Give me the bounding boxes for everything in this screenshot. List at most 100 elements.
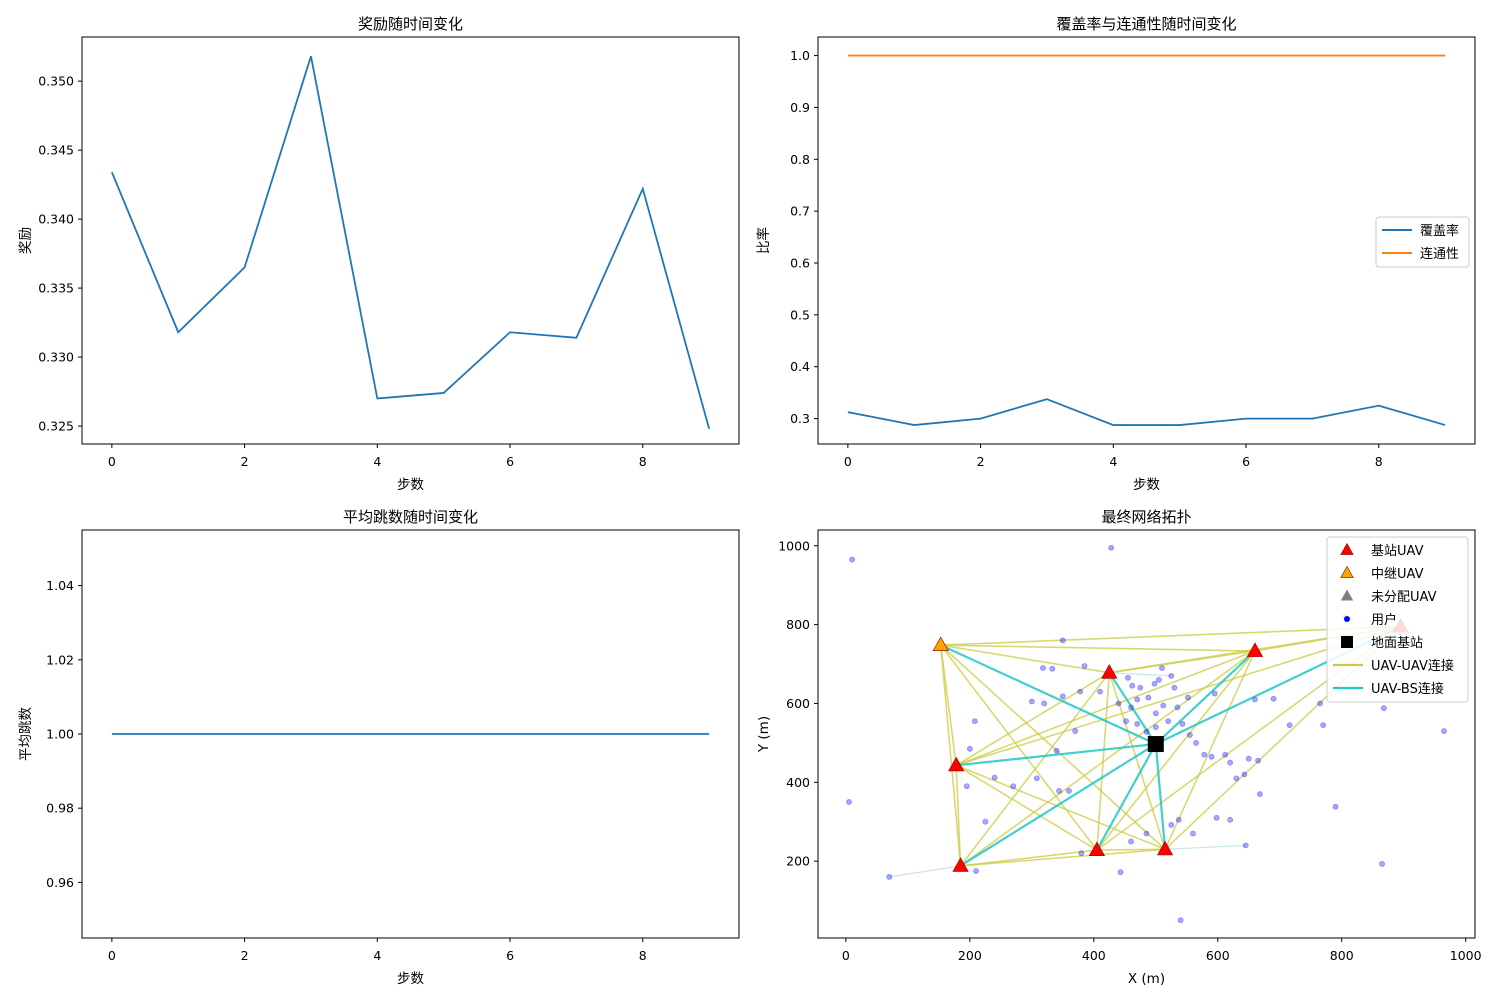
- x-tick-label: 2: [241, 948, 249, 963]
- user-point: [1059, 693, 1066, 700]
- y-tick-label: 600: [786, 696, 810, 711]
- x-axis-label: 步数: [1133, 477, 1161, 493]
- user-point: [1185, 694, 1191, 701]
- user-point: [1241, 771, 1248, 778]
- x-tick-label: 4: [373, 454, 381, 469]
- base-uav-marker: [1101, 664, 1118, 679]
- user-point: [1168, 821, 1175, 828]
- user-point: [1041, 700, 1048, 707]
- user-point: [1160, 702, 1167, 709]
- uav-uav-link: [955, 764, 1098, 851]
- x-tick-label: 2: [241, 454, 249, 469]
- x-tick-label: 0: [844, 454, 852, 469]
- reward-panel: 0 2 4 6 8 0.325 0.330 0.335 0.340 0.345 0.350 奖励随时间…: [17, 15, 740, 493]
- x-tick-label: 1000: [1450, 948, 1482, 963]
- user-point: [1134, 696, 1141, 703]
- uav-bs-link: [1108, 672, 1157, 745]
- user-point: [1152, 710, 1159, 717]
- uav-uav-link: [940, 644, 1098, 851]
- x-tick-label: 6: [506, 454, 514, 469]
- y-tick-label: 0.4: [790, 359, 810, 374]
- user-point: [1053, 747, 1060, 754]
- user-point: [1186, 732, 1193, 738]
- legend-swatch: [1340, 589, 1354, 601]
- y-tick-label: 0.335: [38, 281, 74, 296]
- x-tick-label: 8: [639, 948, 647, 963]
- y-tick-label: 0.350: [38, 74, 74, 89]
- user-point: [1201, 751, 1208, 758]
- x-tick-label: 0: [108, 454, 116, 469]
- y-tick-label: 1.02: [46, 652, 74, 667]
- x-tick-label: 0: [842, 948, 850, 963]
- user-point: [1159, 665, 1165, 671]
- y-tick-label: 0.7: [790, 204, 810, 219]
- chart-title: 平均跳数随时间变化: [343, 508, 478, 526]
- y-tick-label: 0.3: [790, 411, 810, 426]
- y-axis-label: Y (m): [756, 716, 772, 753]
- user-point: [1286, 722, 1293, 729]
- user-point: [1179, 721, 1186, 727]
- y-tick-label: 0.345: [38, 143, 74, 158]
- uav-uav-link: [955, 672, 1110, 767]
- user-point: [971, 718, 978, 725]
- uav-uav-link: [955, 765, 962, 866]
- user-point: [1245, 755, 1252, 762]
- y-tick-label: 200: [786, 854, 810, 869]
- user-point: [1379, 860, 1385, 867]
- chart-title: 奖励随时间变化: [358, 15, 463, 33]
- user-point: [1190, 830, 1196, 837]
- user-point: [1227, 759, 1234, 766]
- user-point: [1143, 830, 1150, 837]
- x-tick-label: 400: [1082, 948, 1106, 963]
- user-point: [1115, 700, 1122, 707]
- uav-uav-link: [955, 764, 1166, 851]
- legend-label: UAV-UAV连接: [1371, 658, 1454, 674]
- relay-uav-marker: [932, 636, 949, 652]
- user-point: [1059, 637, 1066, 644]
- user-point: [1317, 700, 1323, 707]
- y-tick-label: 0.6: [790, 256, 810, 271]
- y-tick-label: 0.98: [46, 801, 74, 816]
- legend-label: 覆盖率: [1420, 223, 1459, 239]
- user-point: [966, 745, 973, 752]
- legend-label: 未分配UAV: [1371, 590, 1437, 605]
- user-point: [1078, 850, 1085, 857]
- y-tick-label: 1.00: [46, 727, 74, 742]
- user-point: [963, 783, 970, 790]
- user-point: [1152, 724, 1159, 731]
- user-point: [1222, 751, 1229, 758]
- uav-uav-link: [955, 650, 1256, 767]
- user-point: [1108, 544, 1115, 551]
- legend-swatch: [1340, 542, 1354, 555]
- y-tick-label: 400: [786, 775, 810, 790]
- plot-frame: [81, 36, 740, 445]
- chart-title: 最终网络拓扑: [1101, 508, 1191, 526]
- ground-bs-marker: [1147, 736, 1164, 753]
- user-point: [1151, 680, 1158, 687]
- base-uav-marker: [1246, 642, 1264, 657]
- user-point: [849, 556, 855, 563]
- y-tick-label: 0.5: [790, 307, 810, 322]
- user-point: [1097, 688, 1103, 695]
- legend-label: 连通性: [1420, 246, 1459, 262]
- user-point: [1040, 665, 1046, 671]
- x-tick-label: 800: [1330, 948, 1354, 963]
- series-line: [111, 56, 711, 430]
- y-tick-label: 1000: [778, 538, 810, 553]
- uav-uav-link: [1164, 650, 1256, 850]
- uav-uav-link: [1096, 650, 1256, 851]
- y-axis-label: 比率: [755, 227, 772, 254]
- y-tick-label: 800: [786, 617, 810, 632]
- user-point: [1129, 682, 1136, 689]
- base-uav-marker: [1088, 841, 1106, 856]
- uav-uav-link: [1096, 848, 1166, 851]
- base-uav-marker: [952, 857, 969, 872]
- user-point: [1072, 728, 1079, 734]
- uav-uav-link: [940, 644, 1110, 674]
- user-point: [1252, 696, 1258, 703]
- user-point: [846, 799, 852, 805]
- base-uav-marker: [948, 756, 965, 772]
- user-point: [1175, 816, 1182, 823]
